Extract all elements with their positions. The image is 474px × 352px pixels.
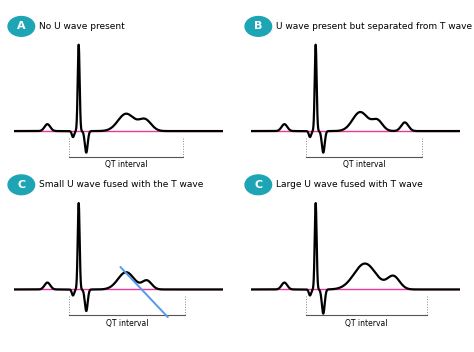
Text: C: C [17, 180, 26, 190]
Text: A: A [17, 21, 26, 31]
Text: B: B [254, 21, 263, 31]
Text: Large U wave fused with T wave: Large U wave fused with T wave [276, 180, 423, 189]
Text: U wave present but separated from T wave: U wave present but separated from T wave [276, 22, 473, 31]
Text: C: C [254, 180, 263, 190]
Text: Small U wave fused with the T wave: Small U wave fused with the T wave [39, 180, 204, 189]
Text: No U wave present: No U wave present [39, 22, 125, 31]
Text: QT interval: QT interval [105, 161, 147, 169]
Text: QT interval: QT interval [343, 161, 385, 169]
Text: QT interval: QT interval [106, 319, 148, 328]
Text: QT interval: QT interval [345, 319, 388, 328]
